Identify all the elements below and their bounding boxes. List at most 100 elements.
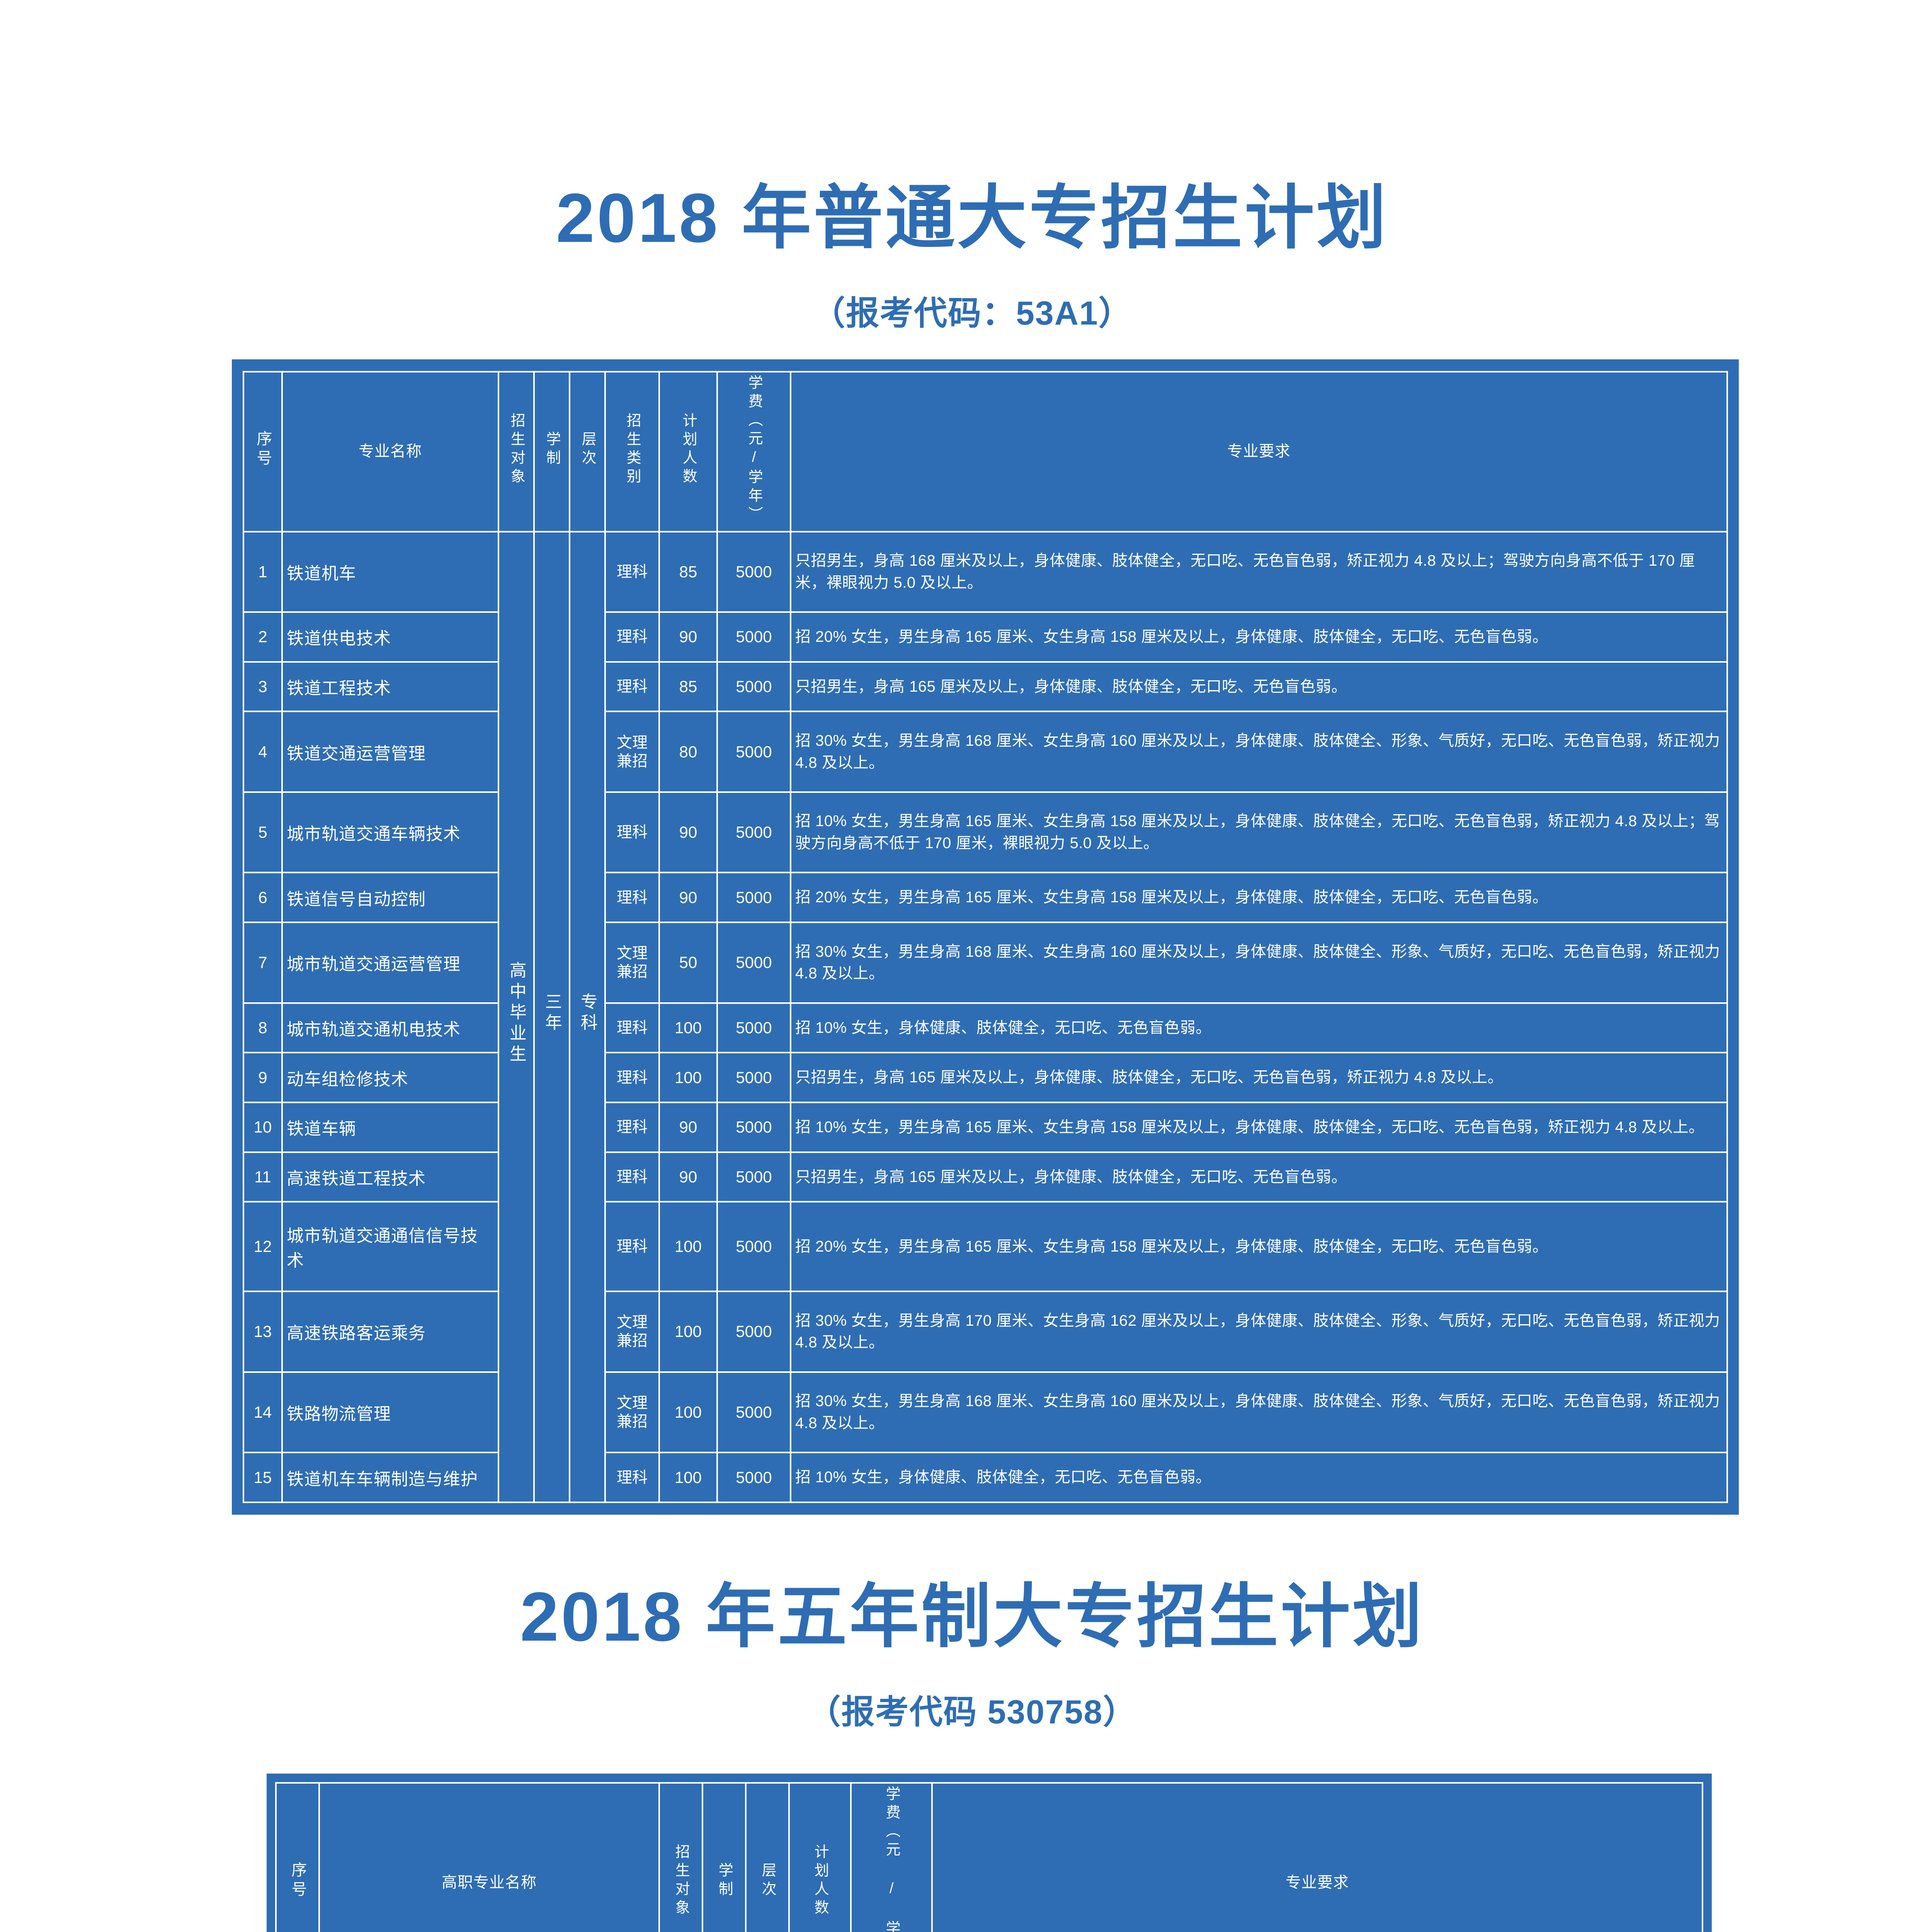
- cell-category: 理科: [604, 1201, 660, 1293]
- plan-table-2: 序号 高职专业名称 招生对象 学制 层次 计划人数 学费（元 / 学年） 专业要…: [275, 1782, 1703, 1932]
- table-row: 11 高速铁道工程技术 理科 90 5000 只招男生，身高 165 厘米及以上…: [243, 1151, 1728, 1203]
- th-level: 层次: [569, 371, 606, 532]
- cell-level-merged: 专科: [569, 531, 606, 1503]
- cell-index: 5: [243, 791, 283, 874]
- section1-title-wrap: 2018 年普通大专招生计划: [0, 182, 1932, 255]
- cell-major: 高速铁道工程技术: [281, 1151, 499, 1203]
- cell-requirement: 招 30% 女生，男生身高 168 厘米、女生身高 160 厘米及以上，身体健康…: [790, 1371, 1728, 1454]
- cell-major: 铁路物流管理: [281, 1371, 499, 1454]
- cell-category: 理科: [604, 1002, 660, 1054]
- table-row: 12 城市轨道交通通信信号技术 理科 100 5000 招 20% 女生，男生身…: [243, 1201, 1728, 1293]
- th-requirement: 专业要求: [931, 1782, 1703, 1932]
- cell-requirement: 招 10% 女生，身体健康、肢体健全，无口吃、无色盲色弱。: [790, 1452, 1728, 1503]
- cell-count: 100: [658, 1371, 718, 1454]
- cell-fee: 5000: [716, 1052, 791, 1104]
- cell-major: 铁道机车车辆制造与维护: [281, 1452, 499, 1503]
- cell-category: 理科: [604, 791, 660, 874]
- section2-title-wrap: 2018 年五年制大专招生计划: [0, 1580, 1932, 1653]
- cell-major: 动车组检修技术: [281, 1052, 499, 1104]
- cell-category: 理科: [604, 872, 660, 923]
- cell-major: 铁道工程技术: [281, 661, 499, 713]
- cell-index: 8: [243, 1002, 283, 1054]
- table-header-row: 序号 专业名称 招生对象 学制 层次 招生类别 计划人数 学费（元/学年） 专业…: [243, 371, 1728, 532]
- cell-index: 4: [243, 711, 283, 793]
- cell-requirement: 招 10% 女生，男生身高 165 厘米、女生身高 158 厘米及以上，身体健康…: [790, 791, 1728, 874]
- cell-fee: 5000: [716, 661, 791, 713]
- cell-count: 100: [658, 1002, 718, 1054]
- cell-index: 6: [243, 872, 283, 923]
- section2-code-wrap: （报考代码 530758）: [0, 1685, 1932, 1733]
- cell-category: 文理兼招: [604, 1371, 660, 1454]
- th-index: 序号: [243, 371, 283, 532]
- cell-category: 理科: [604, 611, 660, 663]
- section1-code-wrap: （报考代码：53A1）: [0, 286, 1932, 334]
- cell-count: 90: [658, 1102, 718, 1153]
- cell-count: 100: [658, 1052, 718, 1104]
- cell-count: 90: [658, 1151, 718, 1203]
- cell-index: 13: [243, 1291, 283, 1373]
- th-tuition-fee: 学费（元/学年）: [716, 371, 791, 532]
- cell-requirement: 招 30% 女生，男生身高 170 厘米、女生身高 162 厘米及以上，身体健康…: [790, 1291, 1728, 1373]
- cell-requirement: 招 30% 女生，男生身高 168 厘米、女生身高 160 厘米及以上，身体健康…: [790, 711, 1728, 793]
- cell-fee: 5000: [716, 531, 791, 613]
- cell-index: 2: [243, 611, 283, 663]
- cell-index: 7: [243, 922, 283, 1004]
- th-requirement: 专业要求: [790, 371, 1728, 532]
- cell-requirement: 招 20% 女生，男生身高 165 厘米、女生身高 158 厘米及以上，身体健康…: [790, 611, 1728, 663]
- cell-major: 铁道信号自动控制: [281, 872, 499, 923]
- cell-fee: 5000: [716, 791, 791, 874]
- table-row: 6 铁道信号自动控制 理科 90 5000 招 20% 女生，男生身高 165 …: [243, 872, 1728, 923]
- cell-fee: 5000: [716, 611, 791, 663]
- th-major-name: 专业名称: [281, 371, 499, 532]
- table-row: 5 城市轨道交通车辆技术 理科 90 5000 招 10% 女生，男生身高 16…: [243, 791, 1728, 874]
- th-plan-count: 计划人数: [658, 371, 718, 532]
- section2-exam-code: （报考代码 530758）: [807, 1694, 1137, 1731]
- table-row: 15 铁道机车车辆制造与维护 理科 100 5000 招 10% 女生，身体健康…: [243, 1452, 1728, 1503]
- cell-count: 85: [658, 661, 718, 713]
- cell-fee: 5000: [716, 1151, 791, 1203]
- cell-major: 高速铁路客运乘务: [281, 1291, 499, 1373]
- cell-category: 文理兼招: [604, 711, 660, 793]
- th-admission-category: 招生类别: [604, 371, 660, 532]
- cell-major: 城市轨道交通机电技术: [281, 1002, 499, 1054]
- cell-count: 80: [658, 711, 718, 793]
- cell-requirement: 招 20% 女生，男生身高 165 厘米、女生身高 158 厘米及以上，身体健康…: [790, 1201, 1728, 1293]
- table-row: 8 城市轨道交通机电技术 理科 100 5000 招 10% 女生，身体健康、肢…: [243, 1002, 1728, 1054]
- table-row: 4 铁道交通运营管理 文理兼招 80 5000 招 30% 女生，男生身高 16…: [243, 711, 1728, 793]
- table-row: 1 铁道机车 高中毕业生 三年 专科 理科 85 5000 只招男生，身高 16…: [243, 531, 1728, 1503]
- th-school-system: 学制: [533, 371, 570, 532]
- cell-count: 100: [658, 1452, 718, 1503]
- plan-table-1: 序号 专业名称 招生对象 学制 层次 招生类别 计划人数 学费（元/学年） 专业…: [243, 371, 1728, 1503]
- cell-fee: 5000: [716, 1452, 791, 1503]
- th-plan-count: 计划人数: [788, 1782, 852, 1932]
- cell-category: 理科: [604, 1102, 660, 1153]
- plan-table-2-frame: 序号 高职专业名称 招生对象 学制 层次 计划人数 学费（元 / 学年） 专业要…: [267, 1774, 1712, 1932]
- cell-requirement: 招 10% 女生，身体健康、肢体健全，无口吃、无色盲色弱。: [790, 1002, 1728, 1054]
- table-row: 3 铁道工程技术 理科 85 5000 只招男生，身高 165 厘米及以上，身体…: [243, 661, 1728, 713]
- cell-fee: 5000: [716, 1102, 791, 1153]
- cell-count: 90: [658, 872, 718, 923]
- plan-table-1-frame: 序号 专业名称 招生对象 学制 层次 招生类别 计划人数 学费（元/学年） 专业…: [232, 359, 1739, 1515]
- table-1-body: 1 铁道机车 高中毕业生 三年 专科 理科 85 5000 只招男生，身高 16…: [243, 531, 1728, 1503]
- th-tuition-fee: 学费（元 / 学年）: [850, 1782, 933, 1932]
- cell-category: 理科: [604, 531, 660, 613]
- table-row: 13 高速铁路客运乘务 文理兼招 100 5000 招 30% 女生，男生身高 …: [243, 1291, 1728, 1373]
- cell-category: 文理兼招: [604, 1291, 660, 1373]
- cell-index: 11: [243, 1151, 283, 1203]
- cell-major: 铁道交通运营管理: [281, 711, 499, 793]
- cell-fee: 5000: [716, 1201, 791, 1293]
- table-row: 7 城市轨道交通运营管理 文理兼招 50 5000 招 30% 女生，男生身高 …: [243, 922, 1728, 1004]
- section1-title: 2018 年普通大专招生计划: [556, 179, 1389, 257]
- cell-requirement: 招 10% 女生，男生身高 165 厘米、女生身高 158 厘米及以上，身体健康…: [790, 1102, 1728, 1153]
- cell-category: 理科: [604, 1052, 660, 1104]
- cell-index: 10: [243, 1102, 283, 1153]
- cell-requirement: 只招男生，身高 165 厘米及以上，身体健康、肢体健全，无口吃、无色盲色弱。: [790, 661, 1728, 713]
- th-vocational-major-name: 高职专业名称: [318, 1782, 660, 1932]
- cell-fee: 5000: [716, 711, 791, 793]
- cell-index: 15: [243, 1452, 283, 1503]
- section2-title: 2018 年五年制大专招生计划: [520, 1578, 1425, 1656]
- cell-count: 100: [658, 1201, 718, 1293]
- cell-category: 理科: [604, 1151, 660, 1203]
- cell-count: 90: [658, 791, 718, 874]
- cell-category: 理科: [604, 661, 660, 713]
